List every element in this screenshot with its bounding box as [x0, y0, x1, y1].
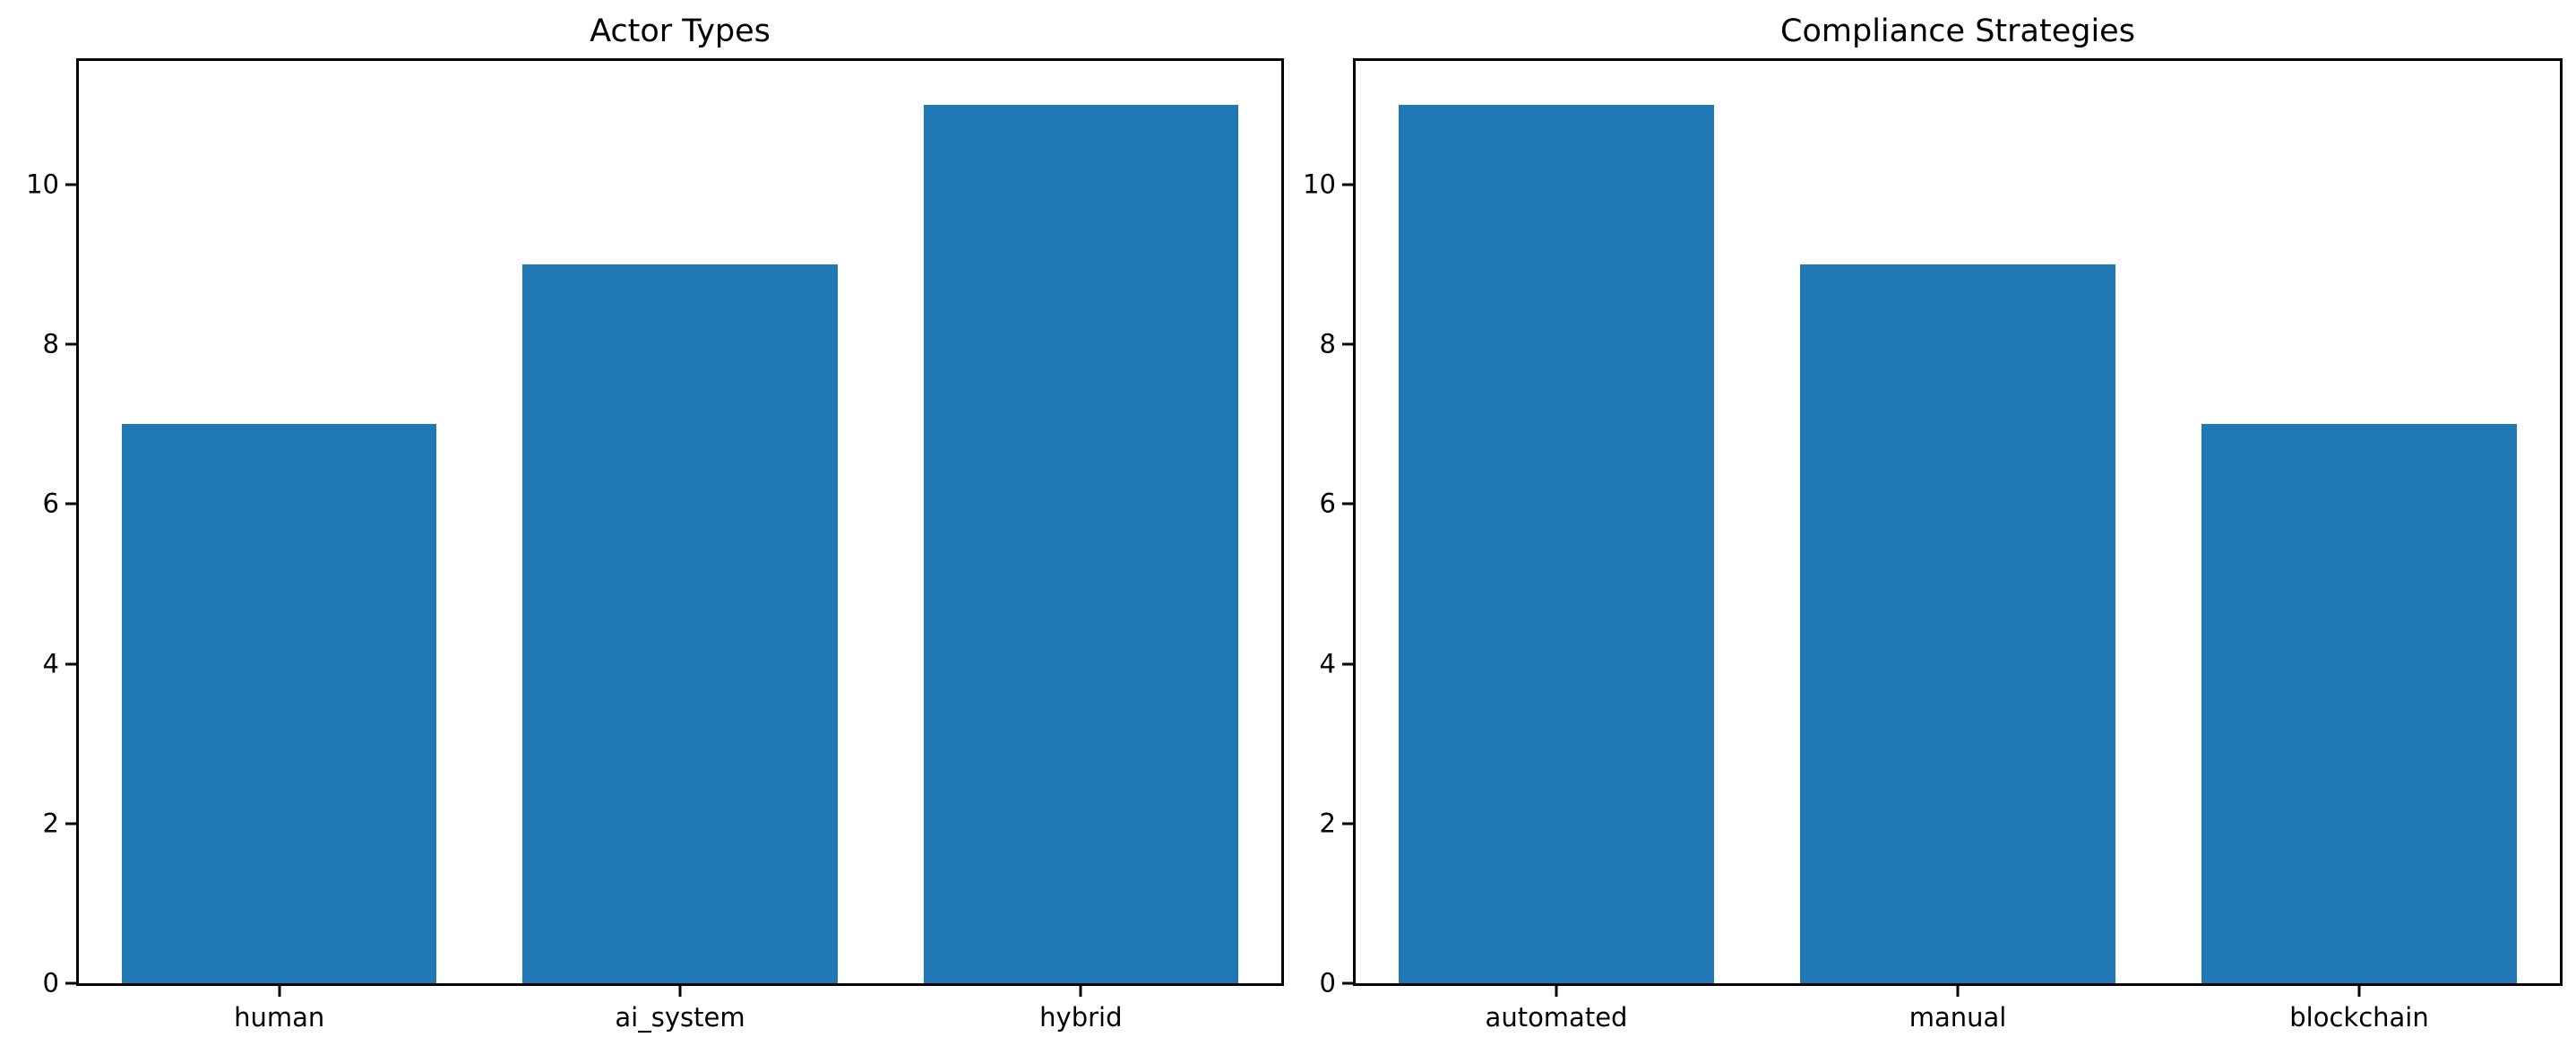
y-tick-mark — [1342, 981, 1353, 985]
x-tick-label: automated — [1485, 1002, 1628, 1033]
y-tick-label: 0 — [1319, 967, 1336, 998]
plot-area: 0 2 4 6 8 10 human ai_system hybrid — [26, 61, 1281, 1031]
bar-hybrid — [923, 105, 1238, 983]
bar-manual — [1800, 264, 2115, 983]
y-tick-label: 0 — [42, 967, 59, 998]
y-tick-mark — [65, 502, 76, 506]
x-tick-mark — [1956, 986, 1960, 997]
x-tick-label: ai_system — [615, 1002, 745, 1033]
y-tick-mark — [65, 822, 76, 826]
compliance-strategies-chart: Compliance Strategies 0 2 4 6 8 10 automated ma… — [1303, 13, 2563, 1031]
bar-ai_system — [522, 264, 838, 983]
y-tick-label: 8 — [42, 328, 59, 359]
y-tick-label: 10 — [26, 169, 59, 200]
actor-types-chart: Actor Types 0 2 4 6 8 10 human ai_system hybrid — [26, 13, 1284, 1031]
y-tick-label: 8 — [1319, 328, 1336, 359]
x-tick-label: manual — [1908, 1002, 2007, 1033]
y-tick-label: 2 — [42, 808, 59, 839]
plot-area: 0 2 4 6 8 10 automated manual blockchain — [1303, 61, 2560, 1031]
y-tick-mark — [1342, 662, 1353, 666]
x-tick-mark — [1555, 986, 1558, 997]
y-tick-label: 6 — [1319, 488, 1336, 519]
y-tick-mark — [1342, 822, 1353, 826]
x-tick-mark — [2357, 986, 2361, 997]
y-tick-label: 6 — [42, 488, 59, 519]
x-tick-mark — [278, 986, 281, 997]
y-tick-label: 2 — [1319, 808, 1336, 839]
bar-human — [122, 424, 437, 983]
y-tick-mark — [1342, 502, 1353, 506]
y-tick-mark — [65, 981, 76, 985]
y-tick-label: 4 — [1319, 648, 1336, 679]
y-tick-mark — [1342, 183, 1353, 186]
x-tick-label: blockchain — [2289, 1002, 2429, 1033]
x-tick-mark — [678, 986, 682, 997]
y-tick-mark — [65, 342, 76, 346]
y-tick-label: 10 — [1303, 169, 1336, 200]
x-tick-mark — [1079, 986, 1082, 997]
bar-automated — [1399, 105, 1714, 983]
chart-title: Compliance Strategies — [1780, 13, 2135, 49]
bar-blockchain — [2201, 424, 2517, 983]
chart-title: Actor Types — [590, 13, 771, 49]
x-tick-label: human — [234, 1002, 325, 1033]
y-tick-mark — [1342, 342, 1353, 346]
x-tick-label: hybrid — [1039, 1002, 1123, 1033]
y-tick-label: 4 — [42, 648, 59, 679]
y-tick-mark — [65, 662, 76, 666]
y-tick-mark — [65, 183, 76, 186]
